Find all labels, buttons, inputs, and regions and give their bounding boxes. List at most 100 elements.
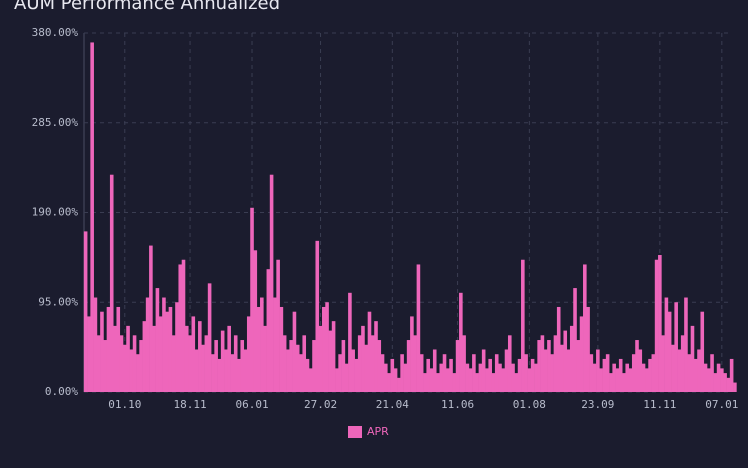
bar	[204, 335, 209, 392]
bar	[439, 363, 444, 392]
bar	[635, 340, 639, 392]
bar	[348, 292, 352, 392]
bar	[315, 240, 320, 392]
bar	[322, 306, 326, 392]
bar	[472, 354, 476, 392]
bar	[393, 368, 398, 392]
bar	[178, 264, 183, 392]
bar	[410, 316, 414, 392]
bar	[155, 288, 160, 392]
x-tick-label: 07.01	[705, 398, 738, 411]
bar	[661, 335, 665, 392]
bar	[573, 288, 577, 392]
bar	[299, 354, 303, 392]
bar	[723, 373, 727, 392]
bar	[654, 259, 659, 392]
bar	[504, 349, 509, 392]
bar	[566, 349, 571, 392]
bar	[596, 349, 600, 392]
bar	[109, 174, 114, 392]
bar	[364, 344, 369, 392]
bar	[132, 335, 137, 392]
bar	[273, 297, 277, 392]
bar	[390, 358, 395, 392]
x-tick-label: 11.11	[643, 398, 676, 411]
bar	[481, 349, 486, 392]
bar	[618, 358, 623, 392]
bar	[514, 373, 519, 392]
bar	[256, 306, 261, 392]
chart-title: AUM Performance Annualized	[14, 0, 280, 14]
bar	[237, 358, 241, 392]
bar	[266, 269, 271, 392]
bar	[602, 358, 607, 392]
x-tick-label: 18.11	[173, 398, 206, 411]
bar	[286, 349, 290, 392]
bar	[713, 373, 718, 392]
bar	[641, 363, 646, 392]
bar	[312, 340, 316, 392]
bar	[279, 306, 284, 392]
bar	[224, 349, 228, 392]
bar	[615, 368, 620, 392]
bar	[491, 373, 496, 392]
bar	[194, 349, 199, 392]
bar	[416, 264, 421, 392]
bar	[459, 292, 463, 392]
bar	[586, 306, 590, 392]
bar	[351, 349, 355, 392]
bar	[628, 368, 633, 392]
bar	[100, 311, 104, 392]
bar	[671, 344, 675, 392]
bar	[400, 354, 404, 392]
x-tick-label: 21.04	[376, 398, 409, 411]
bar	[700, 311, 705, 392]
bar	[455, 340, 460, 392]
legend-swatch	[348, 426, 362, 438]
bar	[116, 306, 121, 392]
bar	[374, 321, 378, 392]
y-tick-label: 0.00%	[45, 385, 78, 398]
bar	[687, 354, 692, 392]
bar	[211, 354, 215, 392]
bar	[592, 363, 597, 392]
bar	[631, 354, 636, 392]
bar	[269, 174, 274, 392]
bar	[344, 363, 349, 392]
bar	[243, 349, 248, 392]
bar	[175, 302, 179, 392]
bar	[139, 340, 143, 392]
bar	[165, 311, 169, 392]
bar	[136, 354, 140, 392]
bar	[122, 344, 127, 392]
bar	[729, 358, 734, 392]
bar	[537, 340, 541, 392]
bar	[733, 382, 737, 392]
bar	[475, 373, 479, 392]
y-tick-label: 285.00%	[32, 116, 79, 129]
bar	[690, 325, 695, 392]
bar	[149, 245, 153, 392]
bar	[511, 363, 515, 392]
bar	[703, 363, 708, 392]
bar	[485, 368, 489, 392]
bar	[188, 335, 192, 392]
bar	[158, 316, 163, 392]
bar	[534, 363, 538, 392]
bar	[325, 302, 329, 392]
x-tick-label: 23.09	[581, 398, 614, 411]
bar	[191, 316, 196, 392]
bar	[305, 358, 310, 392]
bar	[667, 311, 672, 392]
bar	[357, 335, 362, 392]
bar	[563, 330, 568, 392]
bar	[220, 330, 225, 392]
bar	[429, 368, 434, 392]
bar	[684, 297, 688, 392]
bar	[230, 354, 235, 392]
bar	[553, 335, 558, 392]
bar	[494, 354, 499, 392]
bar	[233, 335, 238, 392]
bar	[423, 373, 427, 392]
